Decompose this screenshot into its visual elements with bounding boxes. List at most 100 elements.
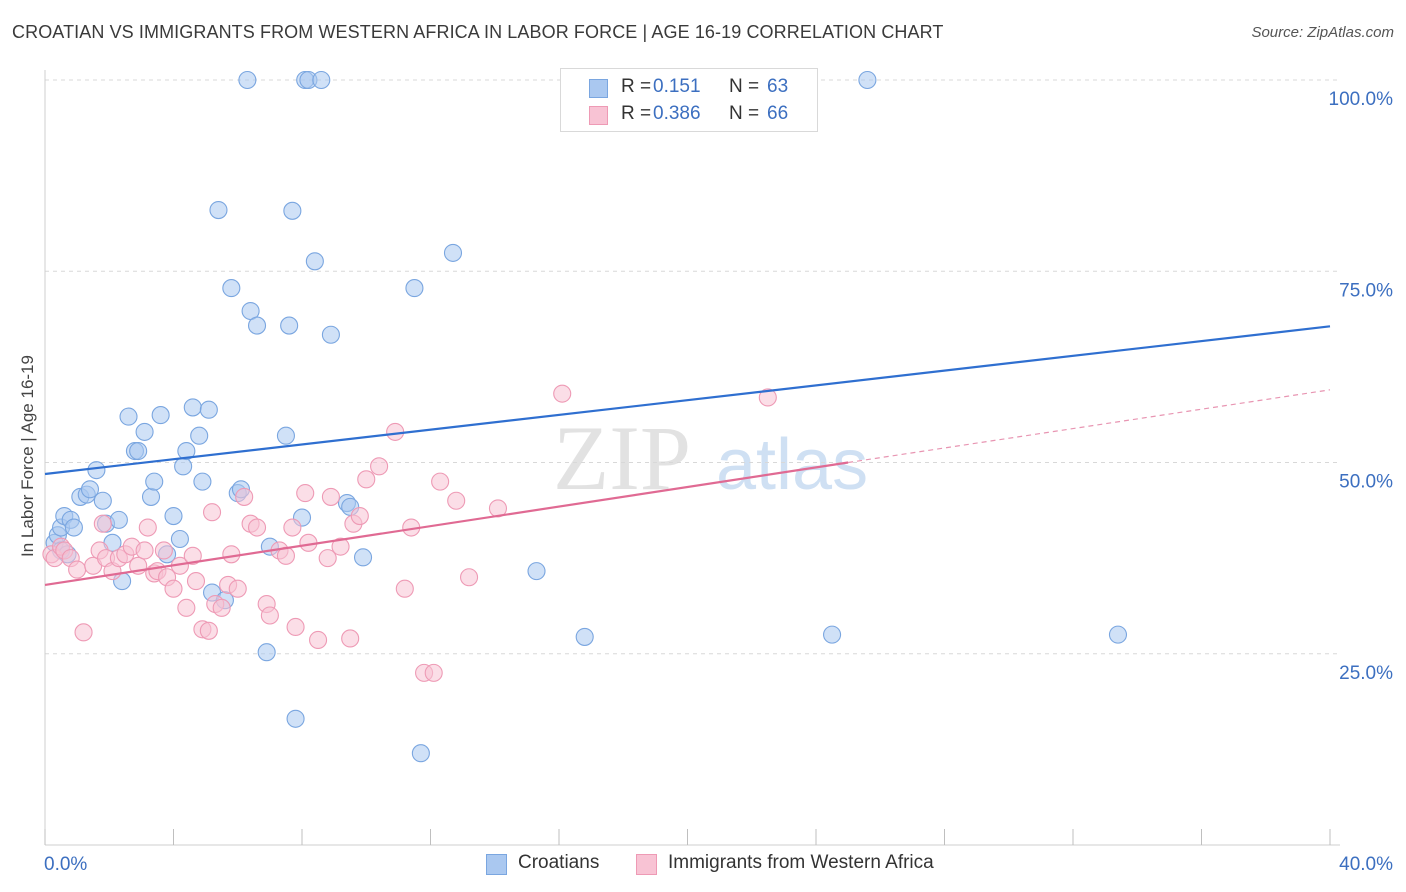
immigrants-point [203, 503, 222, 522]
immigrants-point [183, 546, 202, 565]
croatians-point [80, 480, 100, 499]
croatians-point [129, 441, 148, 461]
bottom-legend-label: Immigrants from Western Africa [668, 852, 934, 873]
y-gridlines [45, 79, 1340, 655]
croatians-point [170, 529, 189, 549]
immigrants-point [447, 491, 466, 510]
y-tick-label: 100.0% [1329, 89, 1394, 110]
legend-swatch-pink [589, 106, 608, 125]
immigrants-trend-line [44, 461, 849, 586]
immigrants-point [386, 422, 405, 441]
legend-swatch-blue [589, 79, 608, 98]
immigrants-point [286, 617, 305, 637]
immigrants-point [177, 598, 196, 617]
immigrants-point [357, 470, 376, 489]
y-tick-label: 75.0% [1339, 280, 1393, 301]
croatians-point [199, 400, 218, 419]
trend-lines [44, 325, 1331, 586]
stats-legend: R = 0.151 N = 63 R = 0.386 N = 66 [560, 68, 818, 132]
bottom-legend-label: Croatians [518, 852, 600, 873]
croatians-point [141, 487, 161, 506]
immigrants-point [135, 541, 154, 560]
croatians-point [305, 252, 324, 271]
immigrants-point [431, 472, 450, 491]
croatians-point [823, 625, 842, 644]
croatians-point [238, 70, 257, 90]
croatians-point [443, 243, 463, 262]
bottom-legend-swatch-blue [486, 854, 507, 875]
immigrants-point [309, 630, 328, 650]
croatians-point [119, 407, 138, 426]
croatians-point [321, 325, 340, 344]
legend-n-label: N = [729, 103, 760, 124]
croatians-point [411, 744, 430, 763]
legend-r-value: 0.151 [653, 76, 701, 97]
immigrants-point [321, 487, 340, 506]
immigrants-point [459, 568, 479, 587]
legend-n-label: N = [729, 76, 760, 97]
croatians-point [312, 70, 331, 90]
immigrants-point [93, 514, 112, 533]
immigrants-point [228, 579, 247, 598]
croatians-point [257, 643, 276, 662]
croatians-point [190, 426, 209, 445]
croatians-point [276, 426, 295, 445]
croatians-point [177, 441, 196, 461]
croatians-point [280, 316, 299, 335]
immigrants-point [212, 598, 231, 617]
croatians-point [527, 562, 546, 581]
croatians-point [405, 279, 424, 298]
croatians-point [64, 518, 83, 537]
croatians-point [193, 472, 212, 491]
immigrants-point [758, 388, 777, 407]
immigrants-point [247, 518, 267, 537]
immigrants-point [341, 629, 360, 648]
croatians-point [151, 406, 170, 425]
legend-r-label: R = [621, 76, 652, 97]
y-tick-label: 50.0% [1339, 472, 1393, 493]
croatians-point [858, 70, 877, 90]
y-tick-label: 25.0% [1339, 663, 1393, 684]
legend-n-value: 63 [767, 76, 789, 97]
immigrants-point [138, 518, 157, 537]
croatians-point [575, 627, 594, 646]
legend-r-label: R = [621, 103, 652, 124]
x-tick-label: 40.0% [1339, 854, 1393, 875]
croatians-point [87, 461, 106, 480]
croatians-point [286, 709, 305, 728]
scatter-points [42, 70, 1128, 763]
chart-title: CROATIAN VS IMMIGRANTS FROM WESTERN AFRI… [12, 22, 944, 42]
immigrants-point [395, 579, 414, 598]
axes [44, 70, 1340, 846]
immigrants-point [199, 621, 218, 640]
x-tick-label: 0.0% [44, 854, 87, 875]
croatians-point [353, 548, 373, 567]
legend-n-value: 66 [767, 103, 789, 124]
y-tick-labels: 25.0% 50.0% 75.0% 100.0% [1329, 89, 1394, 684]
source-label: Source: ZipAtlas.com [1251, 24, 1394, 41]
croatians-point [247, 316, 267, 335]
croatians-point [135, 422, 154, 441]
immigrants-point [350, 506, 369, 526]
bottom-legend-swatch-pink [636, 854, 657, 875]
immigrants-trend-extension [848, 389, 1331, 464]
croatians-point [222, 279, 241, 298]
croatians-point [1108, 625, 1128, 644]
immigrants-point [186, 572, 206, 591]
immigrants-point [260, 606, 279, 625]
immigrants-point [68, 560, 87, 579]
immigrants-point [235, 487, 254, 506]
croatians-point [145, 472, 164, 491]
watermark-zip-text: ZIP [553, 407, 691, 509]
croatians-point [283, 201, 302, 220]
croatians-point [109, 510, 128, 529]
immigrants-point [283, 518, 302, 537]
immigrants-point [222, 545, 241, 564]
watermark-atlas-text: atlas [716, 425, 868, 505]
croatians-trend-line [44, 325, 1331, 476]
croatians-point [209, 201, 228, 220]
immigrants-point [164, 579, 183, 598]
immigrants-point [424, 663, 443, 682]
immigrants-point [318, 549, 337, 568]
